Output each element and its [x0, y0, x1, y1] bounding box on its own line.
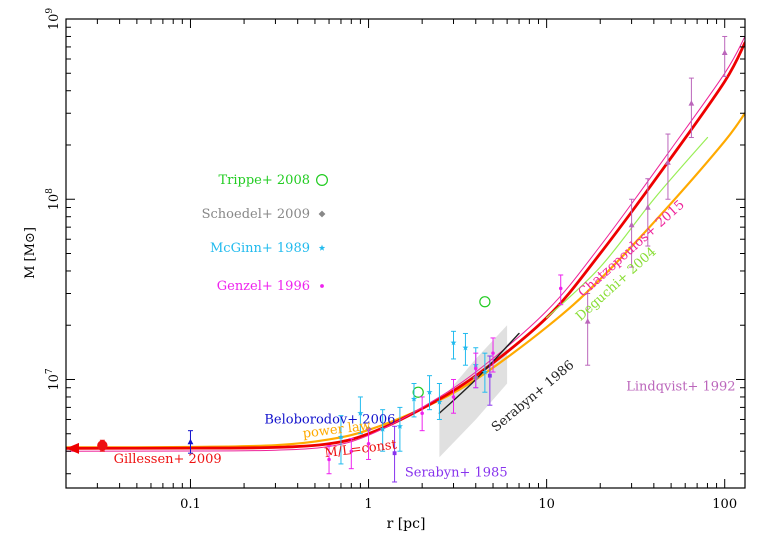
y-tick-label: 109: [45, 8, 62, 31]
y-tick-exponent: 9: [45, 8, 55, 14]
x-axis-label: r [pc]: [387, 516, 426, 532]
serabyn-1986-band: [439, 325, 508, 458]
uncertainty-band-layer: [439, 325, 508, 458]
data-point: [688, 100, 695, 106]
data-point: [451, 395, 456, 399]
y-tick-exponent: 7: [45, 368, 55, 374]
data-point: [187, 438, 194, 445]
arrow-left-icon: [66, 442, 79, 454]
series-serabyn-1985: [392, 355, 493, 483]
legend-marker: [318, 244, 326, 251]
x-tick-label: 10: [538, 497, 555, 512]
series-lindqvist-1992: [584, 35, 728, 366]
data-point: [366, 441, 371, 446]
series-mcginn-1989: [337, 330, 488, 465]
y-tick-label-text: 109: [45, 8, 62, 31]
data-point: [479, 296, 491, 308]
data-point: [481, 368, 488, 375]
data-point: [97, 440, 108, 451]
y-tick-label-text: 107: [45, 368, 62, 391]
y-axis-label: M [M⊙]: [23, 227, 38, 279]
data-point: [337, 433, 345, 440]
y-tick-label: 107: [45, 368, 62, 391]
series-genzel-1996: [326, 274, 564, 475]
data-point: [327, 457, 331, 462]
data-point: [628, 221, 635, 228]
data-point: [644, 204, 651, 210]
data-point: [412, 386, 424, 398]
series-trippe-2008: [412, 296, 491, 398]
data-point: [436, 398, 443, 405]
label-lindqvist-1992: Lindqvist+ 1992: [626, 379, 735, 394]
data-point: [379, 425, 386, 432]
data-point: [450, 339, 457, 346]
label-serabyn-1985: Serabyn+ 1985: [405, 465, 508, 480]
label-gillessen-2009: Gillessen+ 2009: [114, 452, 222, 467]
legend-label: Schoedel+ 2009: [202, 207, 310, 222]
data-point: [474, 366, 478, 371]
legend-marker: [318, 210, 326, 218]
legend-label: Trippe+ 2008: [219, 173, 311, 188]
legend-label: McGinn+ 1989: [210, 241, 310, 256]
curve-power-law: [66, 112, 745, 449]
data-point: [349, 449, 354, 453]
legend-entry-mcginn-1989: McGinn+ 1989: [210, 241, 326, 256]
data-point: [487, 373, 492, 378]
data-point: [584, 318, 591, 324]
curve-chatzopoulos-2015: [66, 36, 745, 452]
legend-marker: [320, 284, 324, 288]
x-tick-label: 0.1: [180, 497, 201, 512]
y-tick-label-text: 108: [45, 188, 62, 211]
y-tick-label: 108: [45, 188, 62, 211]
data-point: [462, 344, 469, 351]
legend-label: Genzel+ 1996: [217, 279, 310, 294]
data-point: [410, 395, 418, 402]
curve-deguchi-2004: [546, 136, 709, 319]
legend-entry-schoedel-2009: Schoedel+ 2009: [202, 207, 326, 222]
label-m-l-const: M/L=const: [324, 437, 399, 461]
legend: Trippe+ 2008 Schoedel+ 2009 McGinn+ 1989 Ge…: [202, 173, 329, 294]
data-point: [426, 389, 433, 395]
data-point: [392, 451, 397, 456]
data-point: [396, 423, 403, 429]
x-tick-label: 100: [712, 497, 737, 512]
axis-ticks-layer: 0.1 1 10 100 107 108 109: [45, 8, 745, 512]
data-points-layer: [97, 35, 728, 483]
data-point: [357, 410, 364, 416]
legend-entry-genzel-1996: Genzel+ 1996: [217, 279, 324, 294]
data-point: [558, 286, 563, 291]
data-point: [721, 49, 728, 55]
legend-entry-trippe-2008: Trippe+ 2008: [219, 173, 329, 188]
series-beloborodov-2006: [187, 430, 194, 454]
series-gillessen-2009: [97, 439, 108, 452]
curve-m-l-const: [66, 41, 745, 450]
y-tick-exponent: 8: [45, 188, 55, 194]
label-beloborodov-2006: Beloborodov+ 2006: [264, 412, 395, 427]
legend-marker: [316, 174, 329, 187]
data-point: [420, 411, 424, 415]
x-tick-label: 1: [364, 497, 372, 512]
data-point: [491, 351, 495, 355]
data-point: [665, 159, 671, 165]
